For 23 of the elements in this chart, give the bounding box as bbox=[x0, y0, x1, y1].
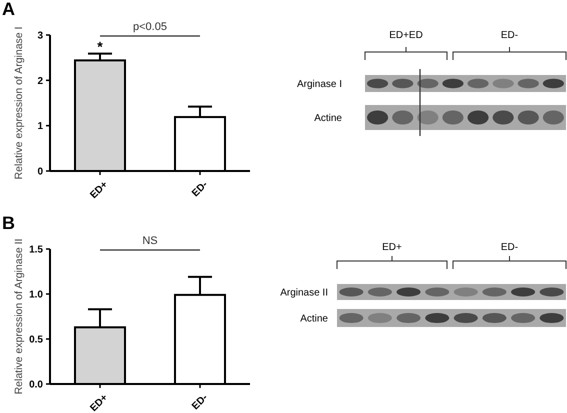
y-tick-label: 0.5 bbox=[29, 334, 44, 346]
y-tick-label: 1.5 bbox=[29, 244, 44, 256]
y-tick-label: 0 bbox=[37, 166, 44, 178]
text: ED- bbox=[500, 242, 518, 253]
text: Arginase II bbox=[280, 288, 328, 298]
y-tick-label: 2 bbox=[37, 76, 44, 87]
y-tick-label: 3 bbox=[37, 30, 44, 42]
chart-title: A bbox=[2, 0, 15, 19]
text: Actine bbox=[300, 314, 328, 324]
text: Actine bbox=[314, 113, 342, 124]
chart-title: B bbox=[2, 213, 15, 233]
annotation: * bbox=[97, 38, 104, 55]
text: ED+ED bbox=[389, 30, 423, 41]
text: p<0.05 bbox=[133, 21, 167, 33]
y-tick-label: 1.0 bbox=[29, 290, 44, 300]
y-axis-title: Relative expression of Arginase II bbox=[13, 238, 25, 394]
text: NS bbox=[142, 235, 158, 247]
y-axis-title: Relative expression of Arginase I bbox=[13, 26, 25, 180]
text: ED+ bbox=[382, 242, 402, 253]
text: Arginase I bbox=[296, 79, 342, 90]
text: ED- bbox=[500, 30, 518, 41]
y-tick-label: 0.0 bbox=[29, 380, 44, 390]
y-tick-label: 1 bbox=[37, 121, 44, 132]
